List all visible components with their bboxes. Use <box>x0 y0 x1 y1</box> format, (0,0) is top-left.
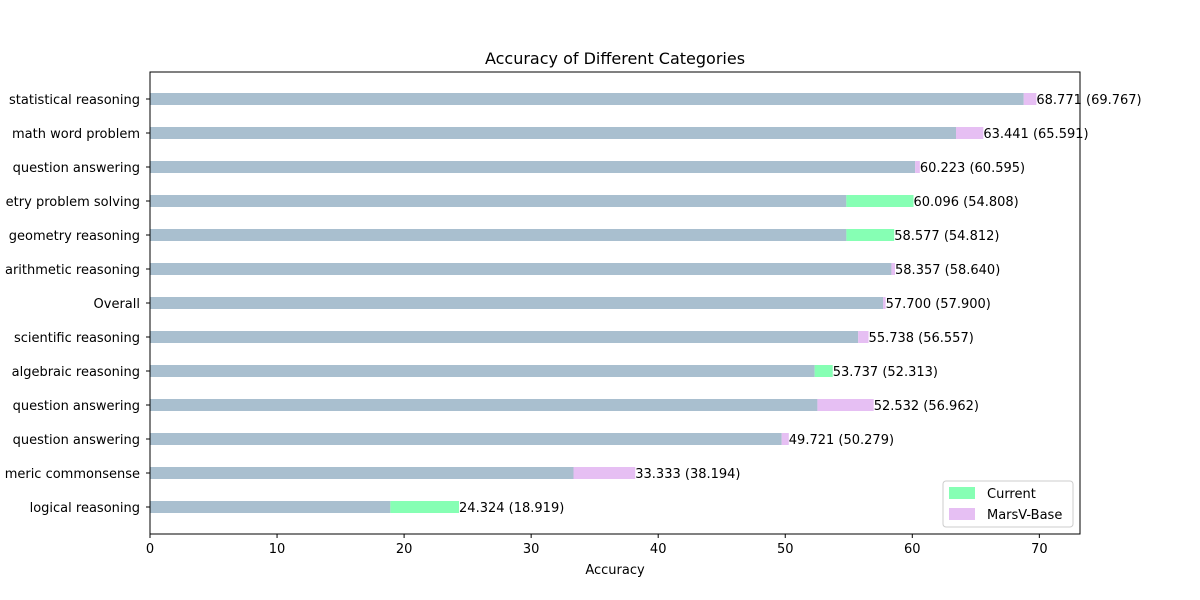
bar-base <box>150 93 1024 105</box>
bar-marsv-gain <box>781 433 789 445</box>
legend-label: Current <box>987 487 1036 502</box>
chart-title: Accuracy of Different Categories <box>485 49 745 68</box>
bars-group <box>150 93 1037 513</box>
bar-current-gain <box>846 229 895 241</box>
data-label: 68.771 (69.767) <box>1036 93 1141 108</box>
category-label: arithmetic reasoning <box>5 263 140 278</box>
x-tick-label: 70 <box>1031 542 1048 557</box>
data-label: 52.532 (56.962) <box>874 399 979 414</box>
category-label: meric commonsense <box>5 467 140 482</box>
bar-marsv-gain <box>956 127 984 139</box>
category-label: math word problem <box>12 127 140 142</box>
legend-box <box>942 480 1074 528</box>
x-tick-label: 20 <box>396 542 413 557</box>
bar-base <box>150 467 574 479</box>
x-axis-title: Accuracy <box>585 563 645 578</box>
bar-marsv-gain <box>817 399 874 411</box>
plot-area-frame <box>149 71 1081 535</box>
category-label: logical reasoning <box>30 501 140 516</box>
data-label: 60.223 (60.595) <box>920 161 1025 176</box>
data-labels-group: 68.771 (69.767) 63.441 (65.591) 60.223 (60… <box>459 93 1142 516</box>
legend-swatch <box>949 487 975 499</box>
data-label: 53.737 (52.313) <box>833 365 938 380</box>
bar-current-gain <box>846 195 914 207</box>
legend: Current MarsV-Base <box>942 480 1074 528</box>
bar-current-gain <box>814 365 833 377</box>
data-label: 58.577 (54.812) <box>894 229 999 244</box>
bar-base <box>150 161 916 173</box>
bar-current-gain <box>390 501 460 513</box>
x-tick-label: 10 <box>269 542 286 557</box>
data-label: 24.324 (18.919) <box>459 501 564 516</box>
category-label: etry problem solving <box>6 195 140 210</box>
bar-base <box>150 331 859 343</box>
bar-base <box>150 501 391 513</box>
data-label: 55.738 (56.557) <box>869 331 974 346</box>
x-tick-label: 40 <box>650 542 667 557</box>
data-label: 49.721 (50.279) <box>789 433 894 448</box>
category-label: scientific reasoning <box>14 331 140 346</box>
category-labels-group: statistical reasoning math word problem qu… <box>5 93 150 516</box>
legend-swatch <box>949 508 975 520</box>
bar-base <box>150 195 847 207</box>
bar-base <box>150 365 815 377</box>
x-tick-label: 60 <box>904 542 921 557</box>
category-label: question answering <box>13 433 140 448</box>
category-label: question answering <box>13 161 140 176</box>
category-label: statistical reasoning <box>9 93 140 108</box>
category-label: geometry reasoning <box>9 229 140 244</box>
bar-base <box>150 127 957 139</box>
bar-marsv-gain <box>915 161 920 173</box>
category-label: question answering <box>13 399 140 414</box>
data-label: 57.700 (57.900) <box>886 297 991 312</box>
bar-marsv-gain <box>573 467 636 479</box>
data-label: 33.333 (38.194) <box>635 467 740 482</box>
x-tick-label: 50 <box>777 542 794 557</box>
bar-marsv-gain <box>883 297 886 309</box>
bar-base <box>150 399 818 411</box>
data-label: 63.441 (65.591) <box>983 127 1088 142</box>
x-tick-label: 0 <box>146 542 154 557</box>
data-label: 58.357 (58.640) <box>895 263 1000 278</box>
category-label: algebraic reasoning <box>12 365 140 380</box>
bar-base <box>150 229 847 241</box>
bar-base <box>150 263 892 275</box>
category-label: Overall <box>94 297 140 312</box>
x-tick-label: 30 <box>523 542 540 557</box>
data-label: 60.096 (54.808) <box>914 195 1019 210</box>
legend-label: MarsV-Base <box>987 508 1062 523</box>
bar-marsv-gain <box>1023 93 1037 105</box>
bar-marsv-gain <box>858 331 869 343</box>
x-ticks-group: 0 10 20 30 40 50 60 70 <box>146 534 1048 557</box>
bar-base <box>150 297 884 309</box>
bar-base <box>150 433 782 445</box>
bar-marsv-gain <box>891 263 896 275</box>
